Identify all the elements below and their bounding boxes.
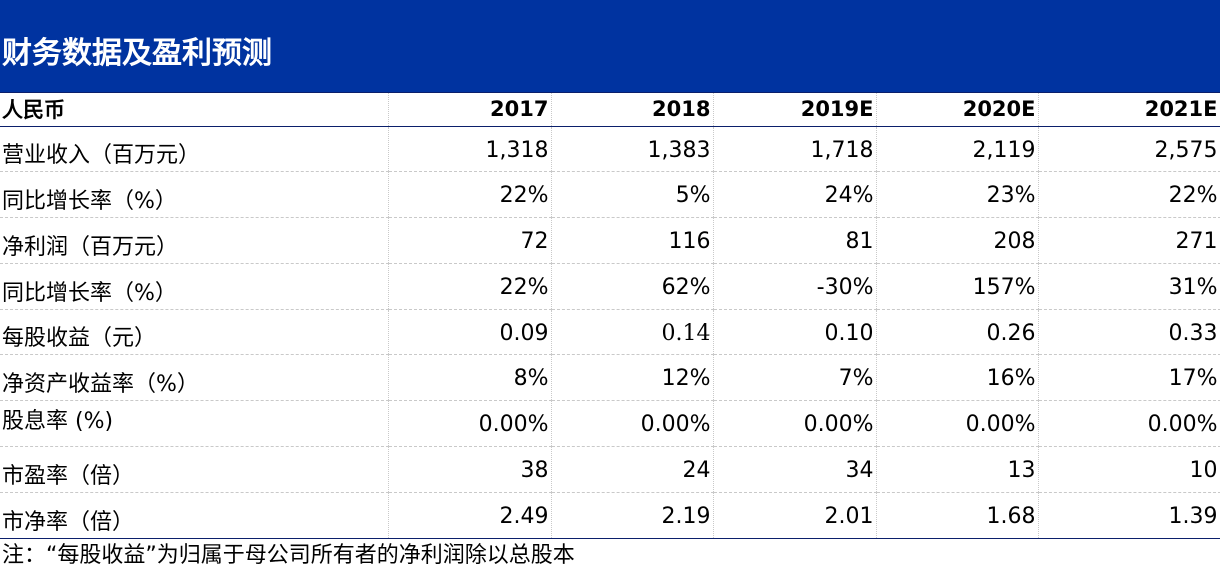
table-cell: 5% <box>551 171 714 219</box>
table-cell: 0.33 <box>1038 309 1220 356</box>
table-cell: 1,718 <box>713 126 877 173</box>
table-cell: 1.39 <box>1038 492 1220 539</box>
table-cell: 31% <box>1038 263 1220 310</box>
title-bar: 财务数据及盈利预测 <box>0 0 1220 93</box>
year-header: 2021E <box>1038 93 1220 127</box>
table-cell: 0.09 <box>388 309 552 356</box>
table-cell: 22% <box>388 171 552 219</box>
table-row-net-profit: 净利润（百万元） 72 116 81 208 271 <box>0 217 1220 264</box>
table-cell: 0.00% <box>713 400 877 448</box>
table-row-eps: 每股收益（元） 0.09 0.14 0.10 0.26 0.33 <box>0 309 1220 356</box>
row-label: 市净率（倍） <box>0 492 389 539</box>
table-row-profit-growth: 同比增长率（%） 22% 62% -30% 157% 31% <box>0 263 1220 310</box>
table-cell: 116 <box>551 217 714 264</box>
table-cell: 1,383 <box>551 126 714 173</box>
row-label: 净资产收益率（%） <box>0 354 389 402</box>
financial-table: 人民币 2017 2018 2019E 2020E 2021E 营业收入（百万元… <box>0 93 1220 539</box>
table-cell: 2.01 <box>713 492 877 539</box>
table-cell: 0.00% <box>876 400 1039 448</box>
table-row-revenue: 营业收入（百万元） 1,318 1,383 1,718 2,119 2,575 <box>0 126 1220 173</box>
table-row-roe: 净资产收益率（%） 8% 12% 7% 16% 17% <box>0 354 1220 402</box>
table-cell: 7% <box>713 354 877 402</box>
table-cell: 0.00% <box>551 400 714 448</box>
row-label: 营业收入（百万元） <box>0 126 389 173</box>
table-cell: 0.10 <box>713 309 877 356</box>
row-label: 股息率 (%) <box>0 400 389 448</box>
table-cell: 34 <box>713 446 877 493</box>
table-cell: -30% <box>713 263 877 310</box>
table-cell: 22% <box>1038 171 1220 219</box>
table-cell: 271 <box>1038 217 1220 264</box>
table-row-revenue-growth: 同比增长率（%） 22% 5% 24% 23% 22% <box>0 171 1220 219</box>
table-cell: 2,119 <box>876 126 1039 173</box>
table-cell: 0.26 <box>876 309 1039 356</box>
table-header-row: 人民币 2017 2018 2019E 2020E 2021E <box>0 93 1220 127</box>
row-label: 每股收益（元） <box>0 309 389 356</box>
table-cell: 24 <box>551 446 714 493</box>
footnote: 注：“每股收益”为归属于母公司所有者的净利润除以总股本 <box>2 543 575 568</box>
table-cell: 0.00% <box>388 400 552 448</box>
row-label: 净利润（百万元） <box>0 217 389 264</box>
table-cell: 62% <box>551 263 714 310</box>
table-cell: 1.68 <box>876 492 1039 539</box>
row-label: 同比增长率（%） <box>0 263 389 310</box>
table-cell: 23% <box>876 171 1039 219</box>
table-row-pe: 市盈率（倍） 38 24 34 13 10 <box>0 446 1220 493</box>
table-row-dividend-yield: 股息率 (%) 0.00% 0.00% 0.00% 0.00% 0.00% <box>0 400 1220 448</box>
year-header: 2019E <box>713 93 877 127</box>
table-cell: 0.14 <box>551 309 714 356</box>
page-title: 财务数据及盈利预测 <box>2 36 272 71</box>
table-cell: 22% <box>388 263 552 310</box>
currency-header: 人民币 <box>0 93 389 127</box>
table-cell: 208 <box>876 217 1039 264</box>
table-cell: 17% <box>1038 354 1220 402</box>
table-cell: 24% <box>713 171 877 219</box>
row-label: 同比增长率（%） <box>0 171 389 219</box>
table-row-pb: 市净率（倍） 2.49 2.19 2.01 1.68 1.39 <box>0 492 1220 539</box>
table-cell: 81 <box>713 217 877 264</box>
year-header: 2017 <box>388 93 552 127</box>
year-header: 2020E <box>876 93 1039 127</box>
table-cell: 72 <box>388 217 552 264</box>
year-header: 2018 <box>551 93 714 127</box>
table-cell: 157% <box>876 263 1039 310</box>
table-cell: 13 <box>876 446 1039 493</box>
table-cell: 8% <box>388 354 552 402</box>
table-cell: 38 <box>388 446 552 493</box>
table-cell: 10 <box>1038 446 1220 493</box>
table-cell: 16% <box>876 354 1039 402</box>
table-cell: 2,575 <box>1038 126 1220 173</box>
table-cell: 12% <box>551 354 714 402</box>
table-cell: 1,318 <box>388 126 552 173</box>
table-cell: 2.49 <box>388 492 552 539</box>
row-label: 市盈率（倍） <box>0 446 389 493</box>
table-cell: 0.00% <box>1038 400 1220 448</box>
table-cell: 2.19 <box>551 492 714 539</box>
